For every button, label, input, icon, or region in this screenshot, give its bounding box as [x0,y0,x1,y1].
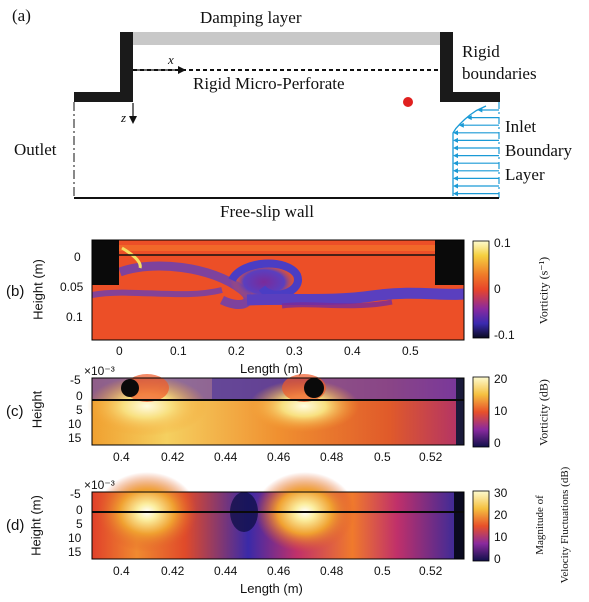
c-exponent: ×10⁻³ [84,364,115,378]
c-xtick: 0.52 [419,450,442,464]
inlet-arrow-head-icon [453,184,458,189]
c-ytick: 15 [68,431,81,445]
panel-d-ylabel: Height (m) [29,486,44,566]
d-xtick: 0.46 [267,564,290,578]
left-rigid-wall [120,32,133,102]
panel-b-ylabel: Height (m) [31,250,46,330]
c-xtick: 0.42 [161,450,184,464]
inlet-arrow-head-icon [453,176,458,181]
c-ytick: 10 [68,417,81,431]
d-xtick: 0.5 [374,564,391,578]
b-xlabel: Length (m) [240,361,303,376]
c-cbar-label: Vorticity (dB) [537,368,552,458]
panel-b-field [92,240,472,340]
b-ytick: 0.05 [60,280,83,294]
b-xtick: 0.3 [286,344,303,358]
d-cbar-tick: 20 [494,508,507,522]
c-xtick: 0.4 [113,450,130,464]
panel-d-label: (d) [6,517,24,534]
d-xlabel: Length (m) [240,581,303,596]
rigid-label-line2: boundaries [462,64,537,84]
b-cbar-tick: 0 [494,282,501,296]
inlet-arrow-head-icon [453,168,458,173]
z-axis-arrow-icon [129,116,137,124]
d-cbar-tick: 10 [494,530,507,544]
inlet-arrow-head-icon [453,191,458,196]
inlet-label-line3: Layer [505,165,545,185]
b-cbar-tick: 0.1 [494,236,511,250]
panel-c-field [92,378,464,445]
panel-c-label: (c) [6,403,24,420]
panel-c-ylabel: Height [30,385,45,435]
panel-b-colorbar [473,241,489,338]
right-rigid-wall [440,32,453,102]
micro-perforate-label: Rigid Micro-Perforate [193,74,345,94]
damping-layer-label: Damping layer [200,8,302,28]
left-rigid-step [74,92,133,102]
inlet-arrows [453,106,499,196]
d-cbar-label-line2: Velocity Fluctuations (dB) [559,455,571,595]
x-axis-label: x [168,52,174,68]
c-ytick: 0 [76,389,83,403]
inlet-label-line1: Inlet [505,117,536,137]
panel-b-label: (b) [6,283,24,300]
panel-d-field [92,492,464,559]
b-xtick: 0 [116,344,123,358]
c-ytick: 5 [76,403,83,417]
probe-dot [403,97,413,107]
d-cbar-tick: 30 [494,486,507,500]
c-cbar-tick: 10 [494,404,507,418]
d-ytick: 5 [76,517,83,531]
c-xtick: 0.48 [320,450,343,464]
damping-layer-bar [133,32,440,45]
d-xtick: 0.42 [161,564,184,578]
d-cbar-tick: 0 [494,552,501,566]
b-cbar-tick: -0.1 [494,328,515,342]
d-ytick: 10 [68,531,81,545]
schematic-drawing [0,0,589,230]
right-rigid-step [440,92,500,102]
d-xtick: 0.52 [419,564,442,578]
b-xtick: 0.4 [344,344,361,358]
b-xtick: 0.1 [170,344,187,358]
d-ytick: 15 [68,545,81,559]
c-xtick: 0.44 [214,450,237,464]
d-ytick: -5 [70,487,81,501]
free-slip-label: Free-slip wall [220,202,314,222]
inlet-label-line2: Boundary [505,141,572,161]
c-cbar-tick: 20 [494,372,507,386]
b-cbar-label: Vorticity (s⁻¹) [537,241,552,341]
panel-d-colorbar [473,491,489,561]
inlet-velocity-profile [453,106,486,196]
b-ytick: 0.1 [66,310,83,324]
b-xtick: 0.2 [228,344,245,358]
rigid-label-line1: Rigid [462,42,500,62]
d-xtick: 0.4 [113,564,130,578]
d-cbar-label-line1: Magnitude of [534,465,546,585]
c-ytick: -5 [70,373,81,387]
panel-c-colorbar [473,377,489,447]
c-cbar-tick: 0 [494,436,501,450]
z-axis-label: z [121,110,126,126]
inlet-arrow-head-icon [453,161,458,166]
inlet-arrow-head-icon [453,153,458,158]
d-ytick: 0 [76,503,83,517]
d-xtick: 0.44 [214,564,237,578]
outlet-label: Outlet [14,140,57,160]
c-xtick: 0.5 [374,450,391,464]
d-xtick: 0.48 [320,564,343,578]
inlet-arrow-head-icon [453,146,458,151]
inlet-arrow-head-icon [453,138,458,143]
b-xtick: 0.5 [402,344,419,358]
c-xtick: 0.46 [267,450,290,464]
b-ytick: 0 [74,250,81,264]
x-axis-arrow-icon [178,66,186,74]
